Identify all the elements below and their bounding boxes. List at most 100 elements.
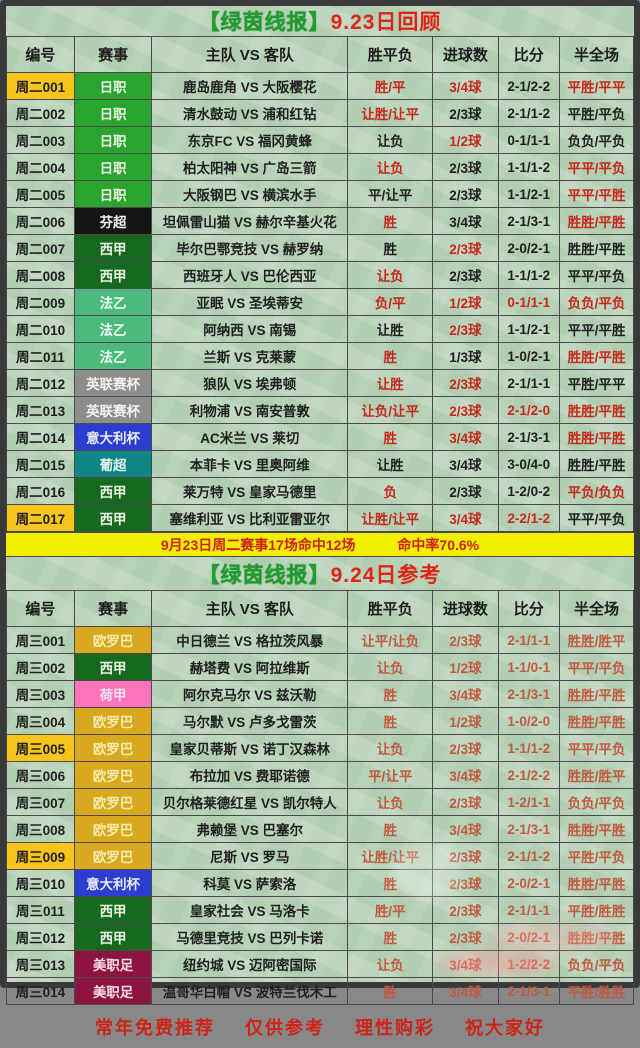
reference-date-label: 9.24日参考 [330,563,442,587]
pick-htft: 胜胜/平胜 [558,707,635,735]
match-number: 周二007 [6,234,75,262]
pick-score: 1-1/1-2 [497,153,560,181]
match-row: 周三009 欧罗巴 尼斯 VS 罗马 让胜/让平 2/3球 2-1/1-2 平胜/平负 [6,842,635,870]
match-teams: 塞维利亚 VS 比利亚雷亚尔 [151,504,349,532]
pick-htft: 平平/平胜 [558,180,635,208]
match-row: 周三004 欧罗巴 马尔默 VS 卢多戈雷茨胜 1/2球 1-0/2-0 胜胜/平胜 [6,707,635,735]
footer-text: 理性购彩 [355,1017,435,1038]
match-teams: 东京FC VS 福冈黄蜂 [151,126,349,154]
match-row: 周二014 意大利杯 AC米兰 VS 莱切胜 3/4球 2-1/3-1 胜胜/平胜 [6,423,635,451]
pick-htft: 胜胜/胜平 [558,761,635,789]
reference-table-container: 编号 赛事 主队 VS 客队 胜平负 进球数 比分 半全场 周三001 欧罗巴 中日德兰 VS 格… [6,590,635,1005]
league-badge: 意大利杯 [73,423,153,451]
match-row: 周三005 欧罗巴 皇家贝蒂斯 VS 诺丁汉森林 让负 2/3球 1-1/1-2 平平/平负 [6,734,635,762]
match-row: 周二007 西甲 毕尔巴鄂竞技 VS 赫罗纳胜 2/3球 2-0/2-1 胜胜/平胜 [6,234,635,262]
match-teams: 大阪钢巴 VS 横滨水手 [151,180,349,208]
match-teams: 阿纳西 VS 南锡 [151,315,349,343]
league-badge: 日职 [73,153,153,181]
match-row: 周三003 荷甲 阿尔克马尔 VS 兹沃勒胜 3/4球 2-1/3-1 胜胜/平胜 [6,680,635,708]
match-row: 周二013 英联赛杯 利物浦 VS 南安普敦 让负/让平 2/3球 2-1/2-0 胜胜/平… [6,396,635,424]
league-badge: 英联赛杯 [73,369,153,397]
footer-text: 常年免费推荐 [95,1017,215,1038]
match-number: 周三006 [6,761,75,789]
pick-wdl: 让负/让平 [347,396,434,424]
pick-goals: 1/2球 [432,653,499,681]
pick-score: 1-2/2-2 [497,950,560,978]
league-badge: 西甲 [73,923,153,951]
pick-wdl: 胜 [347,234,434,262]
match-number: 周二017 [6,504,75,532]
pick-goals: 2/3球 [432,896,499,924]
pick-htft: 平胜/平负 [558,842,635,870]
match-number: 周三007 [6,788,75,816]
league-badge: 意大利杯 [73,869,153,897]
pick-score: 2-0/2-1 [497,869,560,897]
match-number: 周三003 [6,680,75,708]
column-header: 比分 [497,36,560,73]
column-header: 编号 [6,590,75,627]
pick-htft: 平平/平胜 [558,315,635,343]
pick-goals: 3/4球 [432,815,499,843]
pick-htft: 平胜/平负 [558,99,635,127]
review-table-title: 【绿茵线报】 9.23日回顾 [6,6,634,36]
match-number: 周二014 [6,423,75,451]
pick-wdl: 胜 [347,423,434,451]
pick-goals: 3/4球 [432,950,499,978]
hit-rate-text: 命中率70.6% [397,536,480,553]
pick-score: 2-1/3-1 [497,207,560,235]
pick-goals: 2/3球 [432,153,499,181]
review-date-label: 9.23日回顾 [330,11,442,34]
matches-table: 编号 赛事 主队 VS 客队 胜平负 进球数 比分 半全场 周三001 欧罗巴 中日德兰 VS 格… [6,590,635,1005]
pick-wdl: 胜 [347,207,434,235]
pick-htft: 负负/平负 [558,288,635,316]
column-header: 主队 VS 客队 [151,36,349,73]
pick-wdl: 平/让平 [347,761,434,789]
pick-goals: 2/3球 [432,180,499,208]
header-row: 编号 赛事 主队 VS 客队 胜平负 进球数 比分 半全场 [6,590,635,627]
match-number: 周二006 [6,207,75,235]
match-teams: 中日德兰 VS 格拉茨风暴 [151,626,349,654]
pick-score: 1-1/1-2 [497,261,560,289]
match-number: 周三005 [6,734,75,762]
reference-table-title: 【绿茵线报】 9.24日参考 [6,557,634,590]
match-teams: 贝尔格莱德红星 VS 凯尔特人 [151,788,349,816]
league-badge: 欧罗巴 [73,815,153,843]
match-teams: 兰斯 VS 克莱蒙 [151,342,349,370]
pick-score: 0-1/1-1 [497,126,560,154]
column-header: 赛事 [73,590,153,627]
match-number: 周二008 [6,261,75,289]
league-badge: 欧罗巴 [73,788,153,816]
match-teams: 狼队 VS 埃弗顿 [151,369,349,397]
pick-htft: 胜胜/平胜 [558,869,635,897]
match-row: 周二003 日职 东京FC VS 福冈黄蜂 让负 1/2球 0-1/1-1 负负/平负 [6,126,635,154]
match-number: 周二009 [6,288,75,316]
pick-htft: 胜胜/平胜 [558,234,635,262]
match-row: 周三014 美职足 温哥华白帽 VS 波特兰伐木工胜 3/4球 2-1/3-1 平胜/胜胜 [6,977,635,1005]
brand-name: 【绿茵线报】 [198,563,331,587]
review-table-container: 编号 赛事 主队 VS 客队 胜平负 进球数 比分 半全场 周二001 日职 鹿岛鹿角 VS 大阪… [6,36,635,532]
match-teams: 科莫 VS 萨索洛 [151,869,349,897]
pick-wdl: 胜 [347,977,434,1005]
pick-goals: 2/3球 [432,234,499,262]
pick-wdl: 让负 [347,788,434,816]
pick-score: 3-0/4-0 [497,450,560,478]
pick-goals: 3/4球 [432,207,499,235]
pick-goals: 2/3球 [432,369,499,397]
pick-htft: 负负/平负 [558,950,635,978]
match-number: 周三014 [6,977,75,1005]
match-teams: 利物浦 VS 南安普敦 [151,396,349,424]
pick-wdl: 平/让平 [347,180,434,208]
pick-wdl: 胜 [347,342,434,370]
match-number: 周三002 [6,653,75,681]
pick-wdl: 胜 [347,707,434,735]
pick-score: 2-1/2-0 [497,396,560,424]
match-number: 周三013 [6,950,75,978]
pick-goals: 3/4球 [432,680,499,708]
league-badge: 西甲 [73,234,153,262]
pick-score: 1-1/0-1 [497,653,560,681]
match-teams: 布拉加 VS 费耶诺德 [151,761,349,789]
pick-htft: 胜胜/平胜 [558,423,635,451]
match-teams: 皇家社会 VS 马洛卡 [151,896,349,924]
league-badge: 法乙 [73,342,153,370]
match-number: 周二001 [6,72,75,100]
